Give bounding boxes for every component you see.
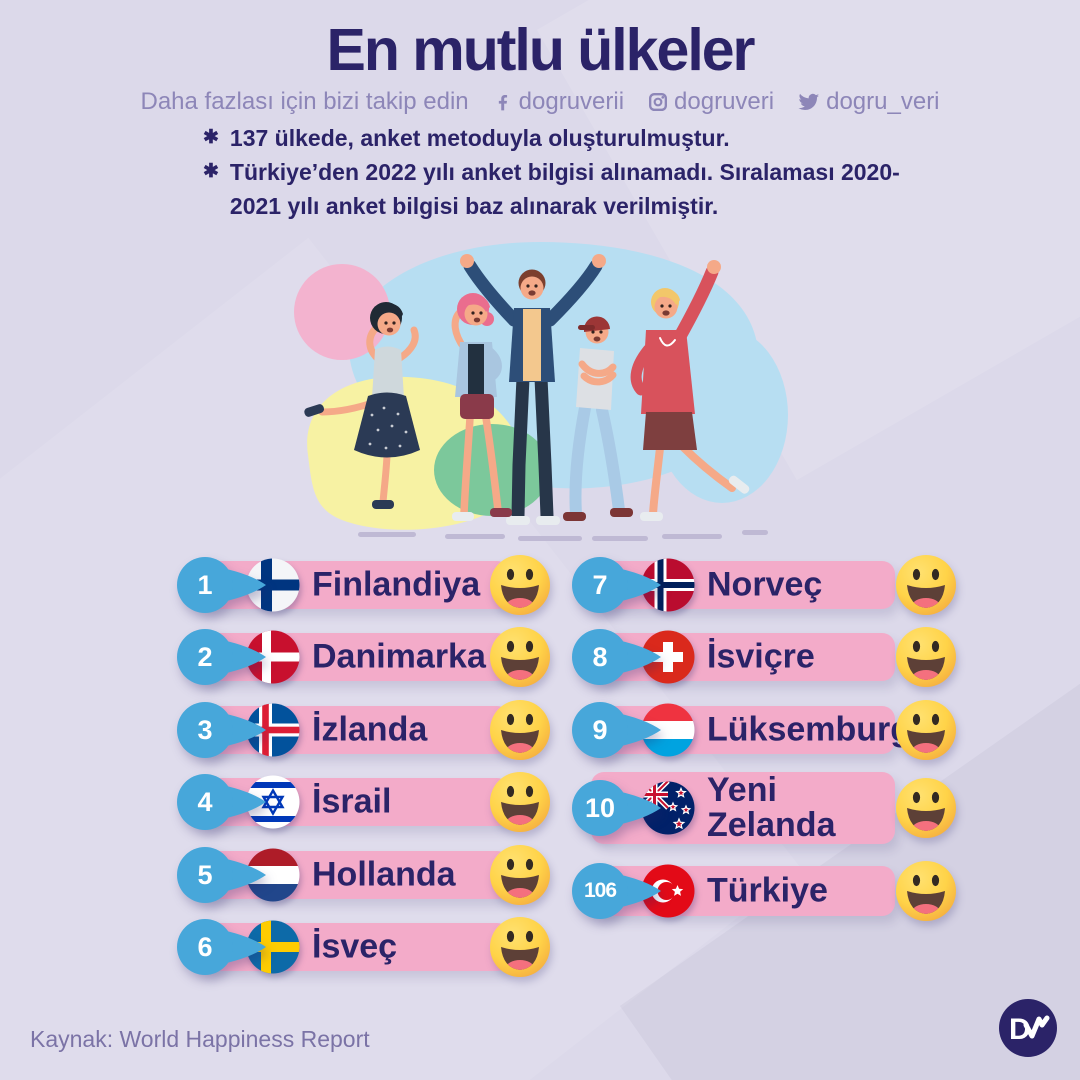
note-text: 137 ülkede, anket metoduyla oluşturulmuş…: [229, 125, 730, 151]
country-row: Finlandiya 1: [176, 555, 552, 615]
facebook-handle-text: dogruverii: [518, 88, 625, 115]
grinning-face-emoji: [488, 843, 552, 907]
country-row: Türkiye 106: [571, 861, 958, 921]
country-name: İsviçre: [707, 637, 815, 676]
instagram-handle[interactable]: dogruveri: [648, 88, 774, 116]
country-name: Yeni Zelanda: [707, 770, 836, 844]
logo-checkmark: [1023, 1015, 1050, 1039]
ranking-column-left: Finlandiya 1 Danimarka 2 İzlanda 3: [176, 555, 552, 1001]
rank-badge: 3: [176, 701, 268, 759]
twitter-handle-text: dogru_veri: [826, 88, 940, 115]
country-name: İsrail: [312, 782, 392, 821]
rank-badge: 2: [176, 628, 268, 686]
rank-number: 6: [197, 931, 213, 962]
country-name: Norveç: [707, 565, 823, 604]
follow-text: Daha fazlası için bizi takip edin: [140, 88, 469, 115]
grinning-face-emoji: [894, 776, 958, 840]
country-name: Lüksemburg: [707, 710, 912, 749]
flag-switzerland: [641, 630, 695, 684]
rank-number: 106: [583, 879, 617, 902]
country-row: Yeni Zelanda 10: [571, 772, 958, 844]
page-title: En mutlu ülkeler: [326, 17, 756, 83]
note-line: ✱ Türkiye’den 2022 yılı anket bilgisi al…: [203, 155, 903, 223]
country-row: İzlanda 3: [176, 700, 552, 760]
instagram-icon: [649, 92, 668, 111]
rank-number: 10: [584, 792, 616, 823]
rank-badge: 10: [571, 779, 663, 837]
grinning-face-emoji: [488, 915, 552, 979]
rank-badge: 106: [571, 862, 663, 920]
flag-netherlands: [246, 848, 300, 902]
country-row: Norveç 7: [571, 555, 958, 615]
country-name: İzlanda: [312, 710, 428, 749]
country-name: Danimarka: [312, 637, 486, 676]
grinning-face-emoji: [894, 625, 958, 689]
grinning-face-emoji: [488, 625, 552, 689]
rank-number: 1: [197, 569, 213, 600]
source-text: Kaynak: World Happiness Report: [30, 1026, 370, 1052]
country-name: Hollanda: [312, 855, 456, 894]
ranking-column-right: Norveç 7 İsviçre 8 Lüksemburg 9: [571, 555, 958, 1001]
rank-number: 2: [197, 641, 213, 672]
grinning-face-emoji: [488, 553, 552, 617]
rank-badge: 1: [176, 556, 268, 614]
country-name: Türkiye: [707, 871, 828, 910]
rank-badge: 8: [571, 628, 663, 686]
twitter-handle[interactable]: dogru_veri: [798, 88, 940, 116]
note-line: ✱ 137 ülkede, anket metoduyla oluşturulm…: [203, 121, 903, 155]
happy-people-illustration: [280, 220, 800, 550]
rank-number: 7: [592, 569, 608, 600]
country-row: Hollanda 5: [176, 845, 552, 905]
grinning-face-emoji: [894, 859, 958, 923]
asterisk-icon: ✱: [203, 161, 219, 182]
facebook-icon: [498, 95, 507, 111]
flag-luxembourg: [641, 703, 695, 757]
grinning-face-emoji: [894, 553, 958, 617]
rank-badge: 7: [571, 556, 663, 614]
rank-number: 5: [197, 859, 213, 890]
rank-number: 8: [592, 641, 608, 672]
rank-badge: 5: [176, 846, 268, 904]
notes-block: ✱ 137 ülkede, anket metoduyla oluşturulm…: [203, 121, 903, 223]
rank-number: 3: [197, 714, 213, 745]
country-row: İsviçre 8: [571, 627, 958, 687]
asterisk-icon: ✱: [203, 127, 219, 148]
country-row: Lüksemburg 9: [571, 700, 958, 760]
rank-badge: 4: [176, 773, 268, 831]
note-text: Türkiye’den 2022 yılı anket bilgisi alın…: [229, 159, 900, 219]
dv-logo: D: [997, 997, 1059, 1059]
grinning-face-emoji: [894, 698, 958, 762]
rank-badge: 6: [176, 918, 268, 976]
rank-badge: 9: [571, 701, 663, 759]
instagram-handle-text: dogruveri: [674, 88, 775, 115]
country-row: Danimarka 2: [176, 627, 552, 687]
grinning-face-emoji: [488, 698, 552, 762]
country-row: İsrail 4: [176, 772, 552, 832]
country-name: İsveç: [312, 927, 398, 966]
country-name: Finlandiya: [312, 565, 481, 604]
rank-number: 9: [592, 714, 608, 745]
facebook-handle[interactable]: dogruverii: [493, 88, 624, 116]
country-row: İsveç 6: [176, 917, 552, 977]
follow-row: Daha fazlası için bizi takip edin dogruv…: [0, 88, 1080, 116]
grinning-face-emoji: [488, 770, 552, 834]
logo-letter: D: [1009, 1013, 1031, 1046]
rank-number: 4: [197, 786, 213, 817]
twitter-icon: [798, 93, 820, 110]
